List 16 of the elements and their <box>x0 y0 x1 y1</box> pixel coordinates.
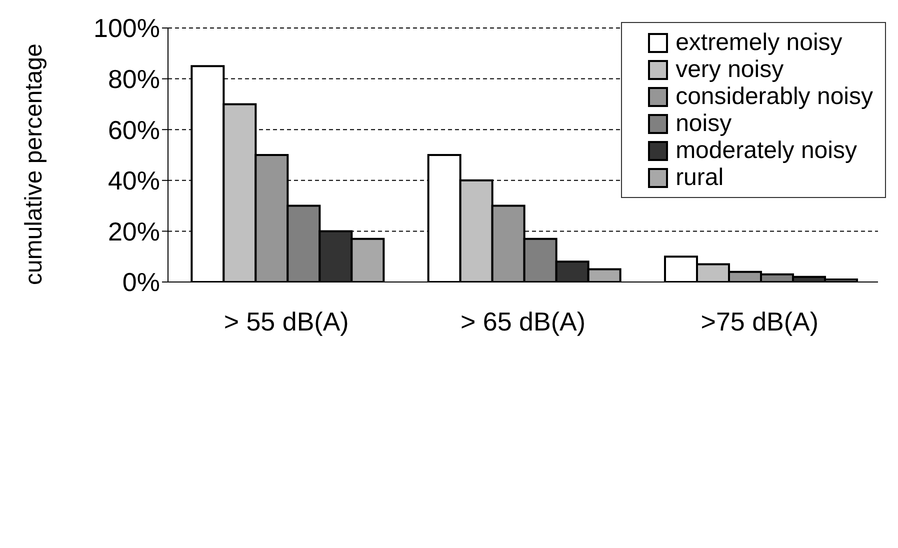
y-tick-label: 80% <box>108 64 160 94</box>
legend-label: noisy <box>676 110 732 137</box>
legend-label: moderately noisy <box>676 137 857 164</box>
x-tick-label: >75 dB(A) <box>700 306 819 336</box>
legend-label: rural <box>676 164 724 191</box>
y-tick-label: 20% <box>108 216 160 246</box>
y-axis-title: cumulative percentage <box>20 44 48 285</box>
legend-label: extremely noisy <box>676 29 842 56</box>
y-tick-label: 60% <box>108 114 160 145</box>
x-tick-label: > 65 dB(A) <box>460 306 586 336</box>
y-tick-label: 100% <box>94 13 160 44</box>
y-tick-label: 40% <box>108 166 160 196</box>
x-tick-label: > 55 dB(A) <box>224 306 349 336</box>
y-tick-label: 0% <box>122 267 160 298</box>
legend-label: considerably noisy <box>676 83 873 110</box>
legend-label: very noisy <box>676 56 784 83</box>
